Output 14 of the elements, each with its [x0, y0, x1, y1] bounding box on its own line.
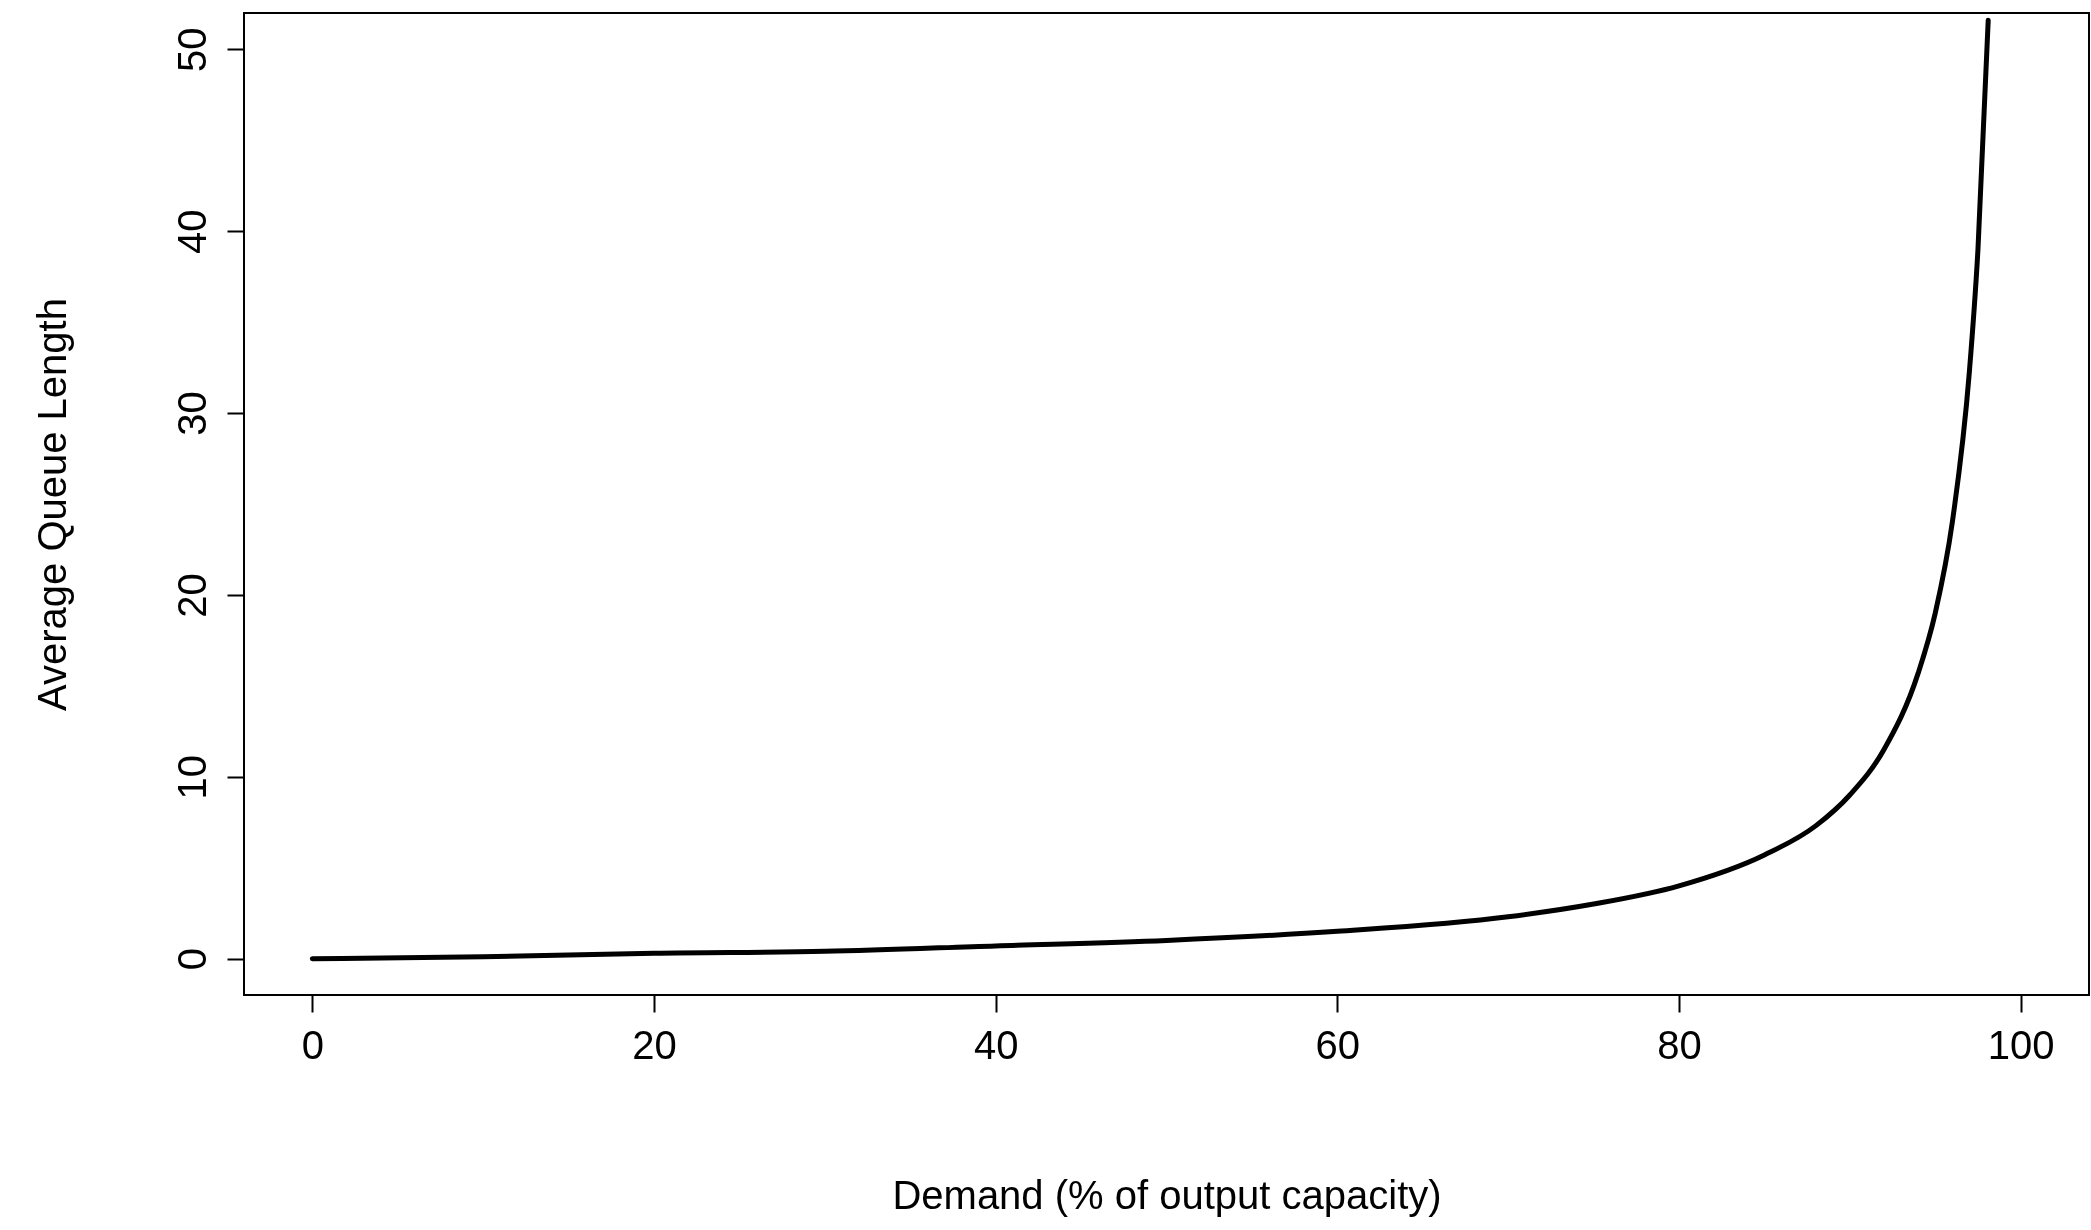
- x-tick-label: 20: [632, 1022, 677, 1067]
- x-tick-label: 0: [301, 1022, 324, 1067]
- y-tick-label: 30: [169, 391, 214, 436]
- x-tick-label: 60: [1315, 1022, 1361, 1067]
- y-axis-title: Average Queue Length: [29, 298, 74, 711]
- y-tick-label: 10: [169, 755, 214, 800]
- y-tick-label: 50: [169, 27, 214, 73]
- x-axis-title: Demand (% of output capacity): [892, 1172, 1442, 1217]
- y-tick-label: 40: [169, 209, 214, 254]
- y-tick-label: 0: [169, 948, 214, 971]
- x-tick-label: 100: [1987, 1022, 2055, 1067]
- x-tick-label: 80: [1657, 1022, 1702, 1067]
- x-tick-label: 40: [973, 1022, 1019, 1067]
- y-tick-label: 20: [169, 573, 214, 618]
